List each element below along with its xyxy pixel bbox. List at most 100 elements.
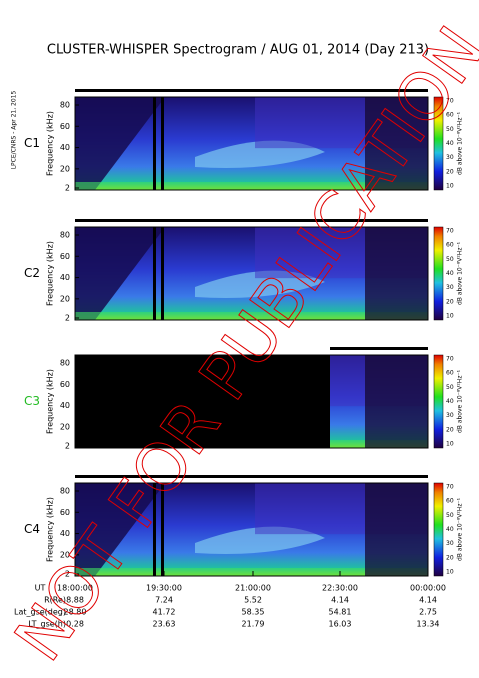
y-tick-label: 20 xyxy=(60,422,70,431)
panel-label: C4 xyxy=(24,522,40,536)
mode-bar xyxy=(75,475,428,478)
colorbar-tick-label: 10 xyxy=(446,313,454,320)
y-axis-label: Frequency (kHz) xyxy=(46,111,55,176)
colorbar-label: dB above 10⁻⁸V²Hz⁻¹ xyxy=(457,111,464,175)
y-tick-label: 80 xyxy=(60,231,70,240)
colorbar-tick-label: 20 xyxy=(446,298,454,305)
colorbar-tick-label: 40 xyxy=(446,398,454,405)
spectrogram-feature xyxy=(75,227,165,320)
y-tick-label: 2 xyxy=(65,314,70,323)
colorbar-tick-label: 40 xyxy=(446,526,454,533)
frame xyxy=(74,482,429,577)
colorbar-tick-label: 70 xyxy=(446,356,454,363)
side-note: LPCE/CNRS - Apr 21, 2015 xyxy=(11,91,18,170)
frame xyxy=(74,226,429,321)
spectrogram-feature xyxy=(75,483,165,576)
colorbar-tick-label: 30 xyxy=(446,154,454,161)
ephemeris-value: 54.81 xyxy=(329,608,352,617)
ephemeris-value: 16.03 xyxy=(329,620,352,629)
colorbar-tick-label: 60 xyxy=(446,242,454,249)
y-tick-label: 40 xyxy=(60,143,70,152)
frame xyxy=(74,354,429,449)
colorbar-tick-label: 10 xyxy=(446,183,454,190)
panel-label: C1 xyxy=(24,136,40,150)
data-gap xyxy=(153,227,156,320)
y-tick-label: 20 xyxy=(60,550,70,559)
colorbar-tick-label: 30 xyxy=(446,284,454,291)
ephemeris-value: 2.75 xyxy=(419,608,437,617)
data-gap xyxy=(161,483,164,576)
colorbar-tick-label: 50 xyxy=(446,384,454,391)
ephemeris-label: LT_gse(h) xyxy=(28,620,66,629)
y-tick-label: 40 xyxy=(60,401,70,410)
mode-bar xyxy=(75,219,428,222)
y-tick-label: 80 xyxy=(60,359,70,368)
y-axis-label: Frequency (kHz) xyxy=(46,369,55,434)
y-tick-label: 80 xyxy=(60,487,70,496)
no-data xyxy=(75,355,330,448)
colorbar xyxy=(433,226,444,321)
ephemeris-label: R(Re) xyxy=(44,596,66,605)
ephemeris-value: 18:00:00 xyxy=(57,584,93,593)
ephemeris-value: 0.28 xyxy=(66,620,84,629)
colorbar-tick-label: 40 xyxy=(446,270,454,277)
spectrogram-feature xyxy=(365,355,428,448)
y-tick-label: 2 xyxy=(65,442,70,451)
colorbar-tick-label: 20 xyxy=(446,554,454,561)
colorbar-tick-label: 30 xyxy=(446,540,454,547)
colorbar-tick-label: 60 xyxy=(446,498,454,505)
colorbar xyxy=(433,96,444,191)
ephemeris-value: 21.79 xyxy=(242,620,265,629)
ephemeris-value: 19:30:00 xyxy=(146,584,182,593)
colorbar-tick-label: 30 xyxy=(446,412,454,419)
spectrogram-feature xyxy=(365,97,428,190)
y-tick-label: 60 xyxy=(60,380,70,389)
colorbar-tick-label: 70 xyxy=(446,228,454,235)
colorbar-label: dB above 10⁻⁸V²Hz⁻¹ xyxy=(457,369,464,433)
ephemeris-value: 41.72 xyxy=(153,608,176,617)
colorbar-label: dB above 10⁻⁸V²Hz⁻¹ xyxy=(457,241,464,305)
ephemeris-value: 4.14 xyxy=(331,596,349,605)
ephemeris-value: 13.34 xyxy=(417,620,440,629)
ephemeris-value: 58.35 xyxy=(242,608,265,617)
y-tick-label: 40 xyxy=(60,529,70,538)
frame xyxy=(74,96,429,191)
ephemeris-value: 8.88 xyxy=(66,596,84,605)
colorbar-tick-label: 10 xyxy=(446,441,454,448)
ephemeris-value: 5.52 xyxy=(244,596,262,605)
colorbar-tick-label: 60 xyxy=(446,112,454,119)
ephemeris-value: 28.80 xyxy=(64,608,87,617)
ephemeris-label: Lat_gse(deg) xyxy=(14,608,66,617)
data-gap xyxy=(161,97,164,190)
panel-label: C3 xyxy=(24,394,40,408)
y-tick-label: 2 xyxy=(65,184,70,193)
panel-label: C2 xyxy=(24,266,40,280)
data-gap xyxy=(153,97,156,190)
colorbar-tick-label: 70 xyxy=(446,484,454,491)
y-tick-label: 2 xyxy=(65,570,70,579)
y-axis-label: Frequency (kHz) xyxy=(46,497,55,562)
data-gap xyxy=(153,483,156,576)
y-tick-label: 60 xyxy=(60,508,70,517)
ephemeris-value: 7.24 xyxy=(155,596,173,605)
spectrogram-feature xyxy=(365,227,428,320)
title: CLUSTER-WHISPER Spectrogram / AUG 01, 20… xyxy=(47,43,429,58)
colorbar-tick-label: 60 xyxy=(446,370,454,377)
colorbar-tick-label: 20 xyxy=(446,426,454,433)
mode-bar xyxy=(330,347,428,350)
colorbar-label: dB above 10⁻⁸V²Hz⁻¹ xyxy=(457,497,464,561)
y-tick-label: 20 xyxy=(60,294,70,303)
colorbar-tick-label: 50 xyxy=(446,512,454,519)
colorbar-tick-label: 10 xyxy=(446,569,454,576)
spectrogram-feature xyxy=(75,182,428,190)
colorbar-tick-label: 50 xyxy=(446,256,454,263)
ephemeris-value: 00:00:00 xyxy=(410,584,446,593)
spectrogram-feature xyxy=(75,568,428,576)
y-tick-label: 40 xyxy=(60,273,70,282)
ephemeris-value: 22:30:00 xyxy=(322,584,358,593)
colorbar xyxy=(433,482,444,577)
ephemeris-value: 4.14 xyxy=(419,596,437,605)
spectrogram-feature xyxy=(75,97,165,190)
colorbar-tick-label: 20 xyxy=(446,168,454,175)
